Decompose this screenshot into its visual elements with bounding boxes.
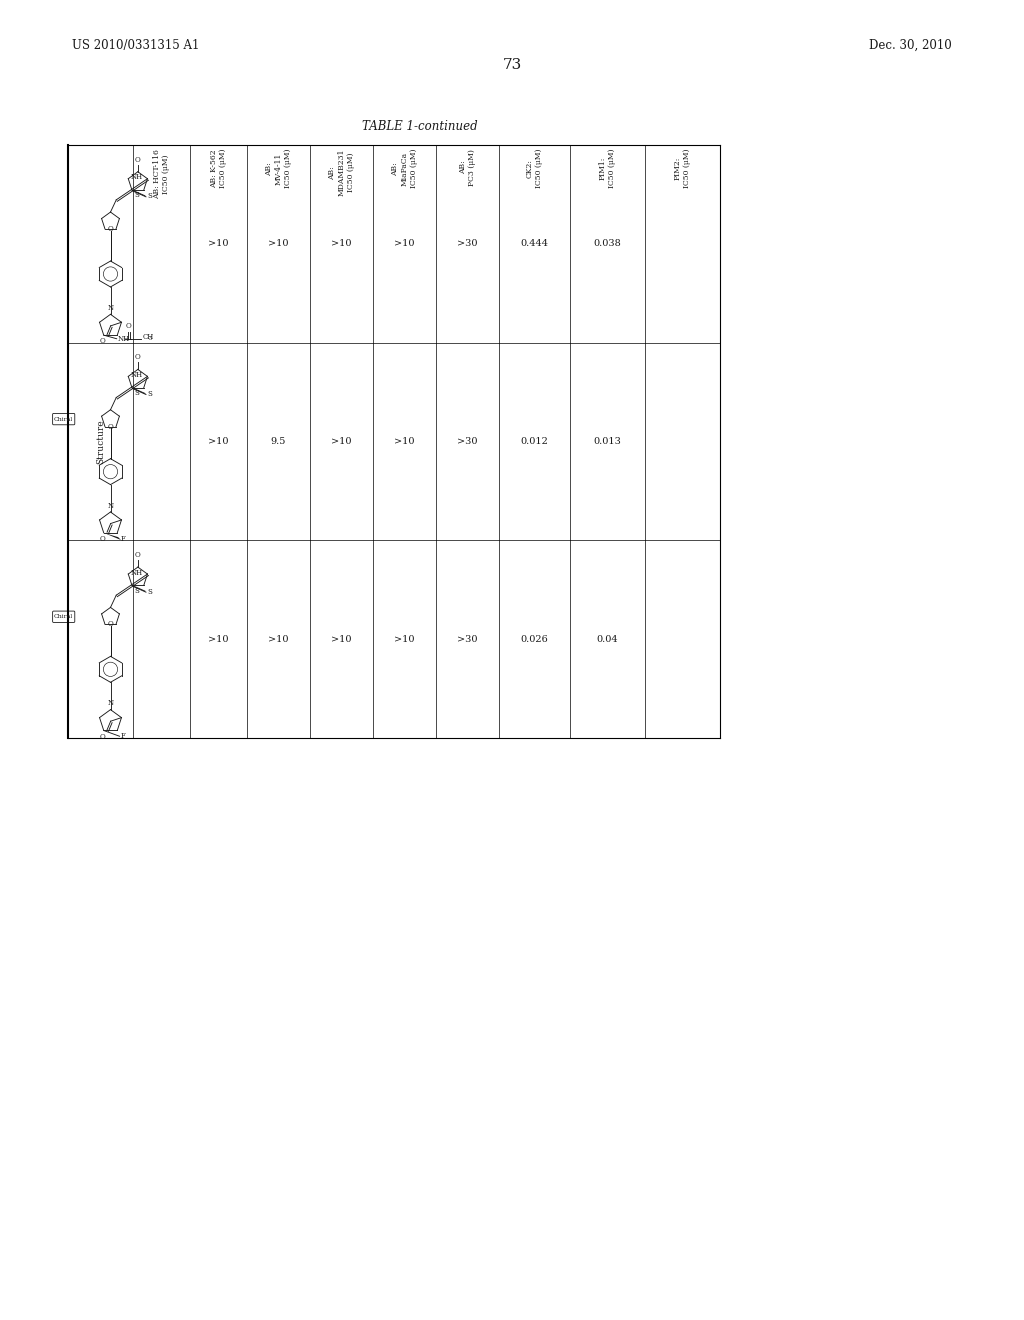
Text: O: O — [109, 422, 114, 430]
Text: Chiral: Chiral — [54, 417, 74, 421]
Text: 73: 73 — [503, 58, 521, 73]
Text: S: S — [147, 587, 152, 595]
Text: AB:
MV-4-11
IC50 (μM): AB: MV-4-11 IC50 (μM) — [265, 149, 292, 189]
Text: AB:
MiaPaCa
IC50 (μM): AB: MiaPaCa IC50 (μM) — [391, 149, 418, 189]
Text: >30: >30 — [458, 239, 478, 248]
Text: >30: >30 — [458, 635, 478, 644]
Text: >10: >10 — [331, 437, 352, 446]
Text: S: S — [135, 587, 139, 595]
Text: NH: NH — [130, 371, 142, 379]
Text: 0.026: 0.026 — [520, 635, 549, 644]
Text: O: O — [100, 535, 105, 543]
Text: N: N — [108, 304, 114, 312]
Text: N: N — [108, 502, 114, 510]
Text: >30: >30 — [458, 437, 478, 446]
Text: >10: >10 — [208, 239, 228, 248]
Text: CK2:
IC50 (μM): CK2: IC50 (μM) — [526, 149, 543, 189]
Text: Dec. 30, 2010: Dec. 30, 2010 — [869, 40, 952, 51]
Text: 0.038: 0.038 — [594, 239, 622, 248]
Text: Structure: Structure — [96, 420, 105, 463]
Text: >10: >10 — [394, 239, 415, 248]
Text: NH: NH — [118, 335, 130, 343]
Text: >10: >10 — [394, 437, 415, 446]
Text: O: O — [100, 338, 105, 346]
Text: O: O — [126, 322, 132, 330]
Polygon shape — [103, 533, 121, 540]
Text: >10: >10 — [394, 635, 415, 644]
Text: S: S — [147, 193, 152, 201]
Text: AB: K-562
IC50 (μM): AB: K-562 IC50 (μM) — [210, 149, 227, 189]
Text: AB: HCT-116
IC50 (μM): AB: HCT-116 IC50 (μM) — [153, 149, 170, 199]
Text: O: O — [135, 354, 140, 362]
Text: O: O — [109, 224, 114, 234]
Text: AB:
MDAMB231
IC50 (μM): AB: MDAMB231 IC50 (μM) — [329, 149, 354, 197]
Text: 3: 3 — [150, 335, 153, 341]
Text: >10: >10 — [268, 239, 289, 248]
Text: US 2010/0331315 A1: US 2010/0331315 A1 — [72, 40, 200, 51]
Text: >10: >10 — [268, 635, 289, 644]
Text: O: O — [135, 552, 140, 560]
Text: S: S — [147, 391, 152, 399]
Text: >10: >10 — [331, 635, 352, 644]
Text: Chiral: Chiral — [54, 614, 74, 619]
Text: PIM2:
IC50 (μM): PIM2: IC50 (μM) — [674, 149, 691, 189]
Text: 0.012: 0.012 — [520, 437, 549, 446]
Text: 9.5: 9.5 — [270, 437, 286, 446]
Text: S: S — [135, 389, 139, 397]
Text: O: O — [135, 156, 140, 164]
Text: 0.04: 0.04 — [597, 635, 618, 644]
Text: F: F — [121, 535, 126, 543]
Text: >10: >10 — [331, 239, 352, 248]
Text: 0.013: 0.013 — [594, 437, 622, 446]
Text: NH: NH — [130, 173, 142, 181]
Text: S: S — [135, 191, 139, 199]
Text: O: O — [109, 620, 114, 628]
Text: >10: >10 — [208, 437, 228, 446]
Text: AB:
PC3 (μM): AB: PC3 (μM) — [459, 149, 476, 186]
Text: PIM1:
IC50 (μM): PIM1: IC50 (μM) — [599, 149, 616, 189]
Text: F: F — [121, 733, 126, 741]
Text: TABLE 1-continued: TABLE 1-continued — [362, 120, 478, 133]
Text: N: N — [108, 700, 114, 708]
Text: NH: NH — [130, 569, 142, 577]
Text: O: O — [100, 733, 105, 741]
Text: 0.444: 0.444 — [520, 239, 549, 248]
Text: >10: >10 — [208, 635, 228, 644]
Text: CH: CH — [142, 333, 154, 341]
